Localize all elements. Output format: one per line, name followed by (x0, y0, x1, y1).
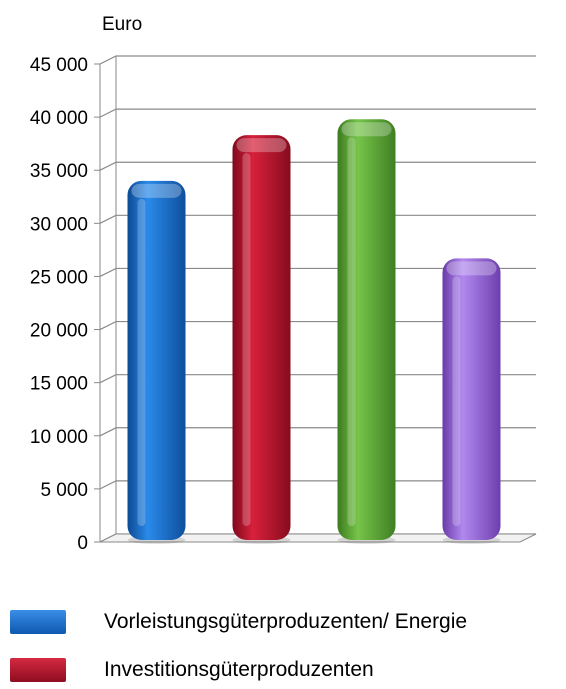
gridline (99, 374, 536, 384)
gridline (99, 108, 536, 118)
gridline (99, 55, 536, 65)
y-tick-label: 5 000 (40, 480, 88, 501)
gridline (99, 214, 536, 224)
gridline (99, 427, 536, 437)
y-tick-label: 10 000 (30, 427, 88, 448)
y-axis-label: Euro (102, 14, 143, 35)
y-tick-label: 0 (77, 533, 88, 554)
legend-swatch-1 (10, 610, 66, 634)
y-tick-label: 25 000 (30, 267, 88, 288)
legend-swatch-2 (10, 658, 66, 682)
y-tick-label: 30 000 (30, 214, 88, 235)
legend-label-1: Vorleistungsgüterproduzenten/ Energie (104, 610, 468, 633)
y-tick-label: 35 000 (30, 161, 88, 182)
legend-label-2: Investitionsgüterproduzenten (104, 658, 374, 681)
y-tick-label: 15 000 (30, 374, 88, 395)
bar (232, 135, 291, 544)
bar (337, 119, 396, 544)
y-tick-label: 20 000 (30, 321, 88, 342)
bar-chart: 0 5 000 10 000 15 000 20 000 25 000 30 000 35 0… (30, 55, 537, 554)
bar (127, 180, 186, 544)
gridline (99, 161, 536, 171)
gridline (99, 320, 536, 331)
gridline (99, 480, 536, 490)
chart-floor (99, 533, 537, 543)
y-tick-label: 45 000 (30, 55, 88, 76)
bar (442, 258, 501, 544)
legend-item-2: Investitionsgüterproduzenten (10, 655, 374, 685)
legend-item-1: Vorleistungsgüterproduzenten/ Energie (10, 607, 467, 637)
gridline (99, 267, 536, 277)
y-tick-label: 40 000 (30, 108, 88, 129)
